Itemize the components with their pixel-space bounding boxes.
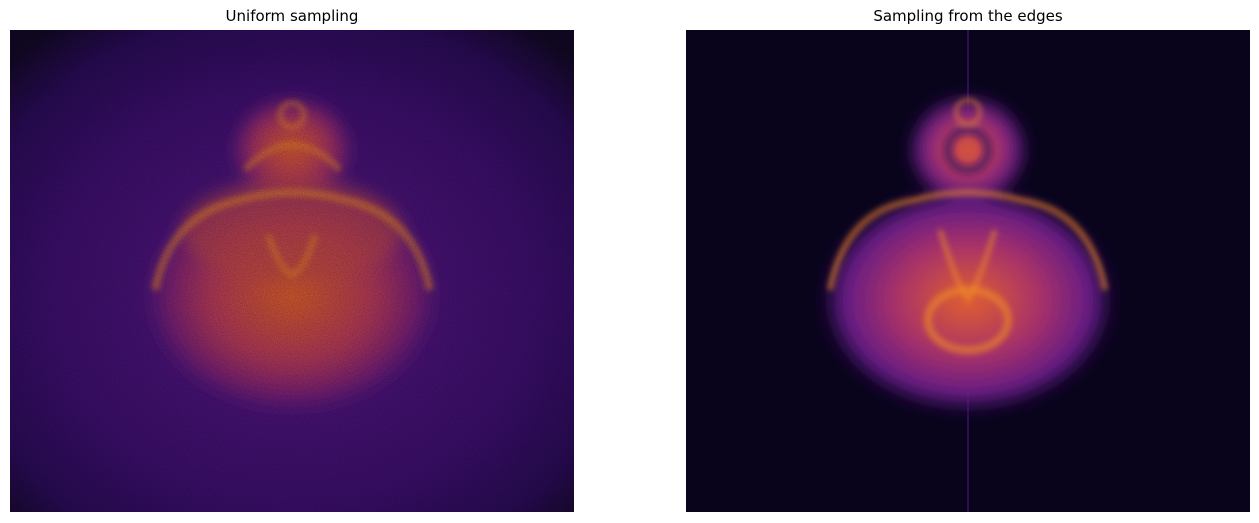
- image-panel: [686, 30, 1250, 512]
- panel-title: Uniform sampling: [226, 7, 359, 25]
- image-panel: [10, 30, 574, 512]
- panel-title: Sampling from the edges: [873, 7, 1063, 25]
